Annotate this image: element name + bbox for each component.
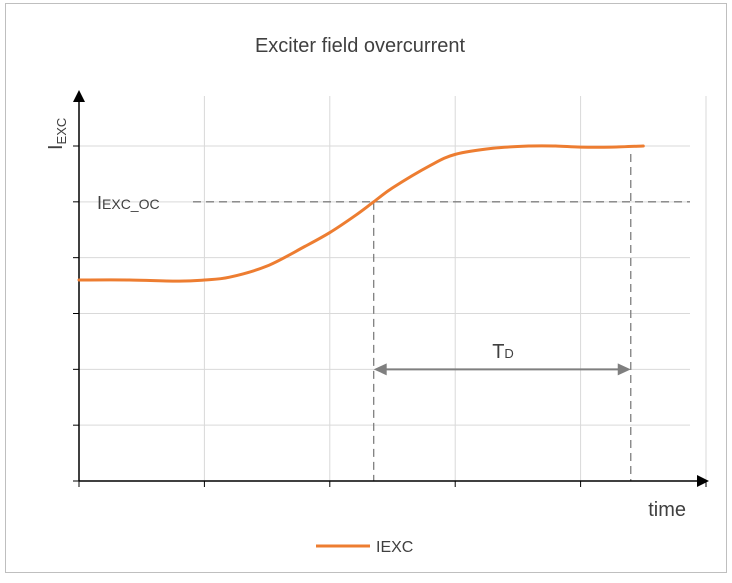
chart-title: Exciter field overcurrent bbox=[255, 35, 466, 57]
delay-label-main: T bbox=[492, 341, 504, 363]
delay-arrow-head-left bbox=[373, 363, 387, 376]
delay-label: TD bbox=[492, 341, 514, 363]
legend-item-label: IEXC bbox=[376, 539, 413, 556]
axes-layer bbox=[73, 90, 709, 487]
y-axis-label: IEXC bbox=[45, 118, 69, 150]
y-axis-label-main: I bbox=[45, 144, 67, 150]
chart-border bbox=[5, 3, 727, 573]
y-axis-label-sub: EXC bbox=[54, 118, 69, 145]
y-axis-arrow bbox=[73, 90, 85, 102]
delay-arrow-head-right bbox=[617, 363, 631, 376]
legend: IEXC bbox=[316, 539, 413, 556]
annotation-layer bbox=[193, 154, 690, 481]
threshold-label-sub: EXC_OC bbox=[102, 196, 160, 212]
x-axis-label: time bbox=[648, 499, 686, 521]
threshold-label-main: I bbox=[97, 193, 102, 213]
delay-label-sub: D bbox=[504, 346, 513, 361]
series-layer bbox=[77, 144, 645, 283]
series-line-iexc bbox=[77, 144, 645, 283]
threshold-label: IEXC_OC bbox=[97, 193, 160, 213]
x-axis-arrow bbox=[697, 475, 709, 487]
